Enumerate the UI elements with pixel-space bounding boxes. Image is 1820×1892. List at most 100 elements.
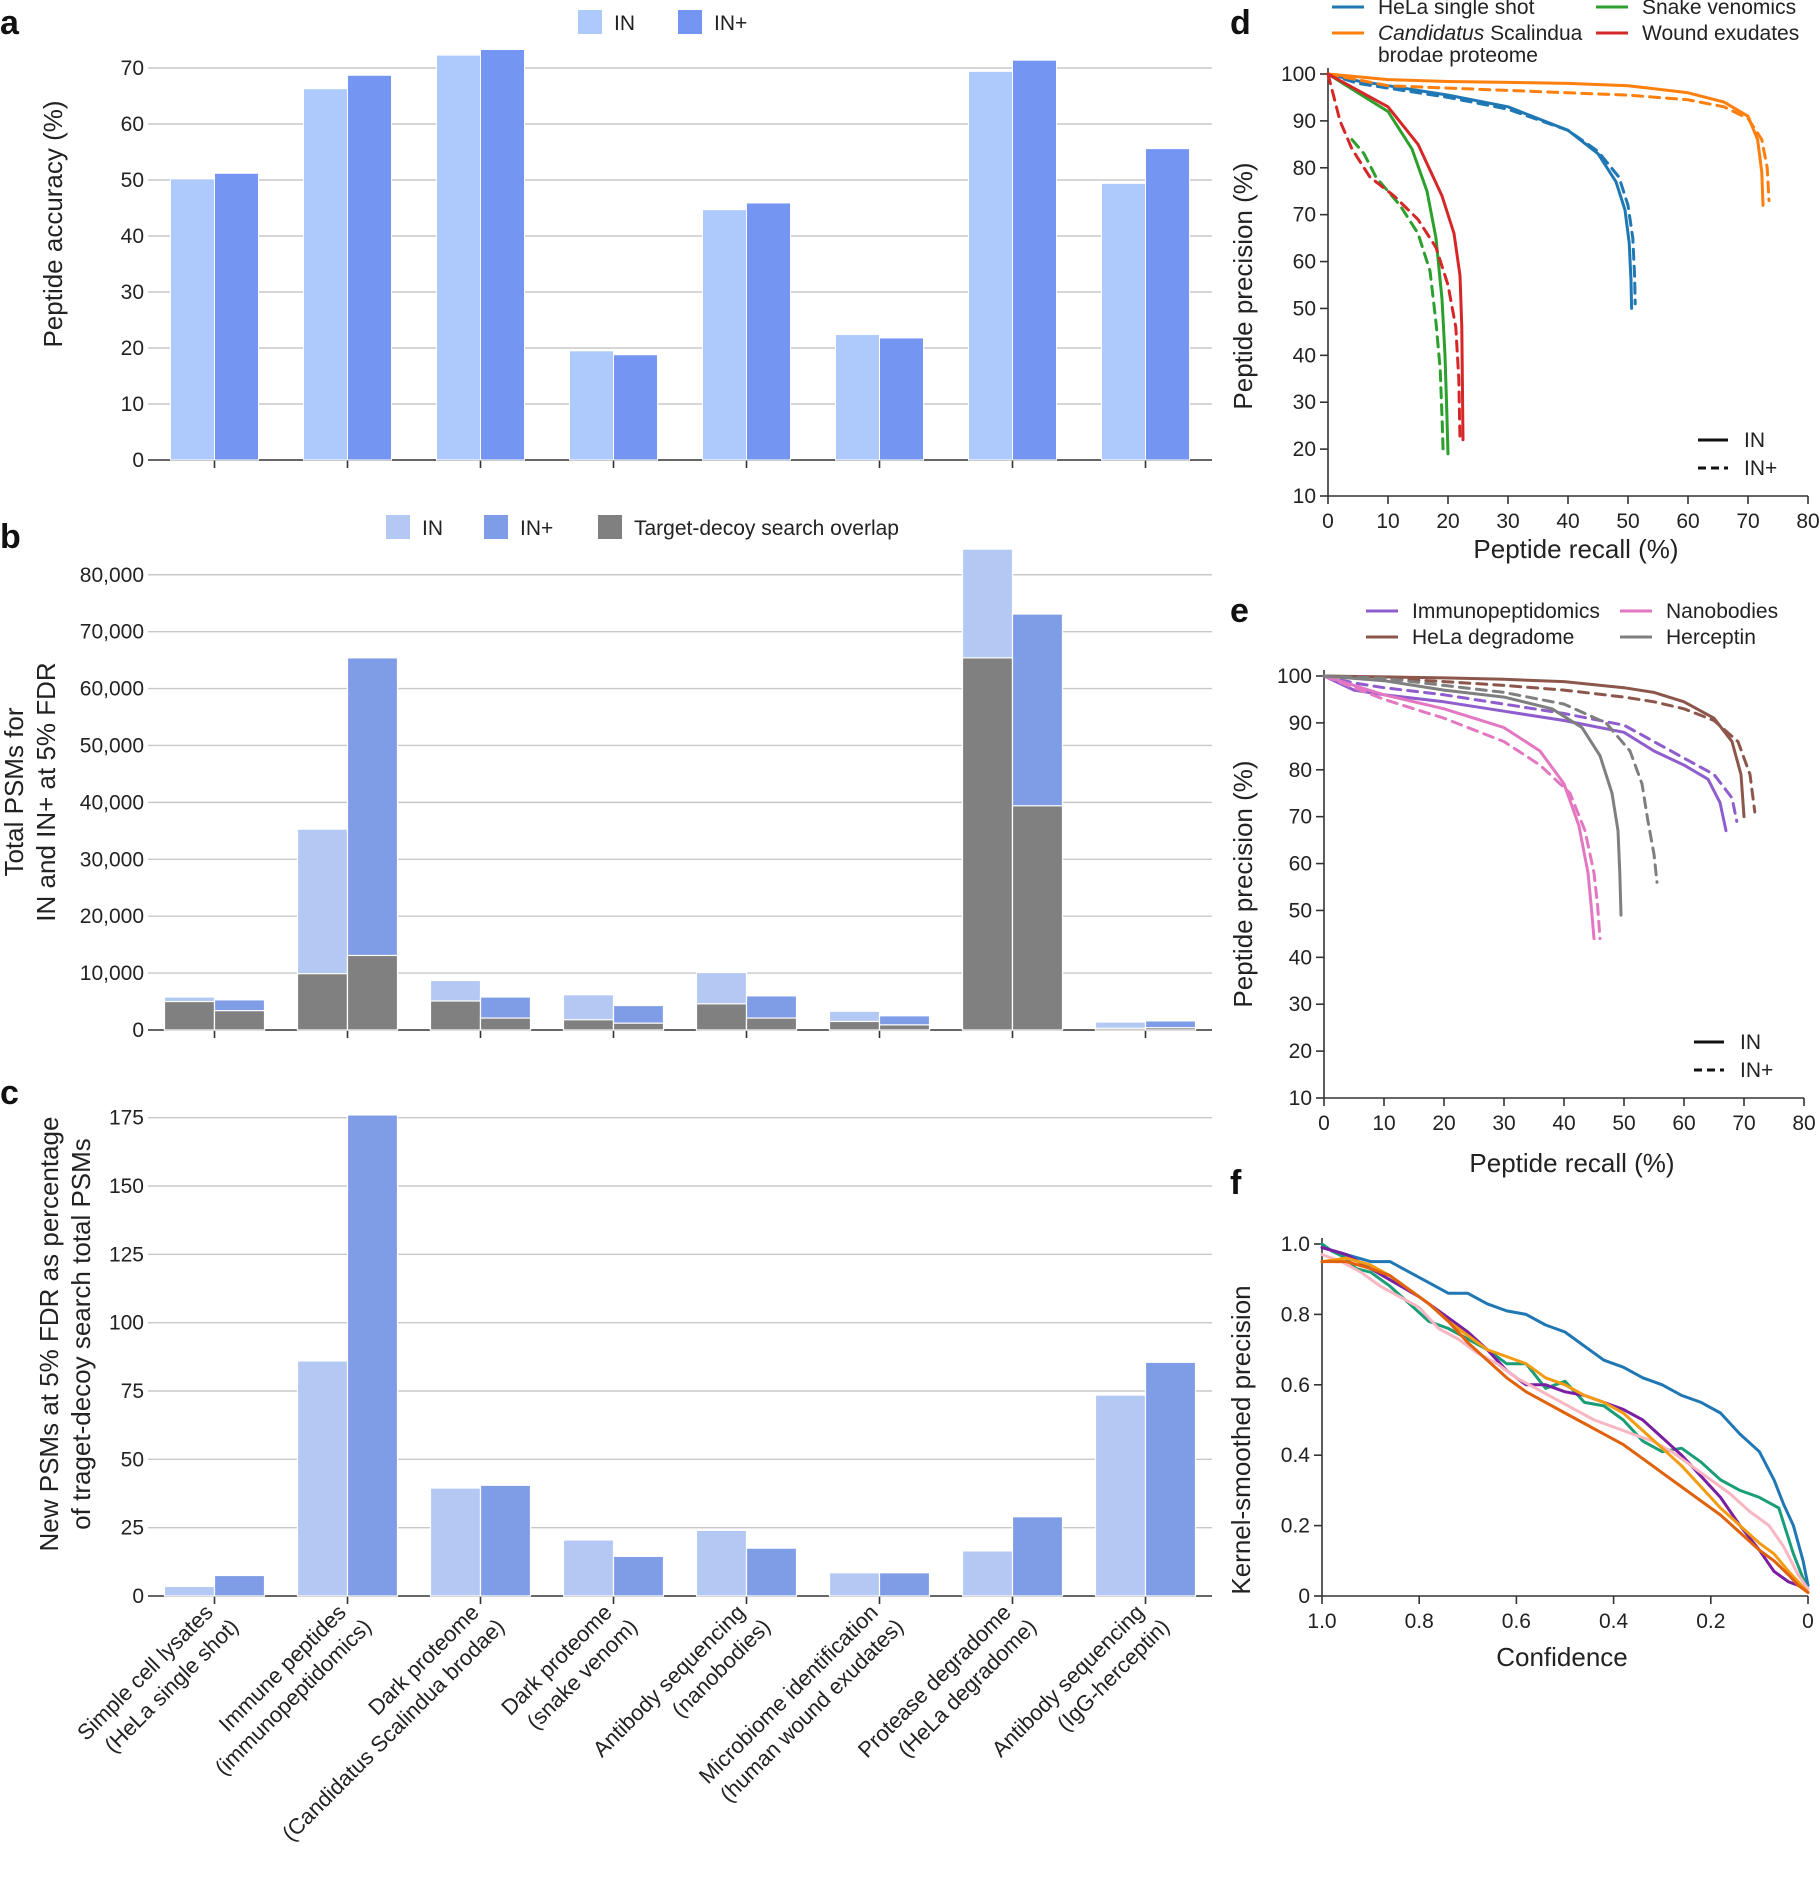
panel-label-e: e [1230, 592, 1249, 630]
category-label: Simple cell lysates(HeLa single shot) [72, 1600, 243, 1758]
d-legend-label: HeLa single shot [1378, 0, 1535, 19]
d-series-line [1326, 72, 1637, 306]
b-legend-label: IN [422, 517, 443, 540]
d-ytick-label: 10 [1293, 485, 1316, 508]
e-xtick-label: 10 [1372, 1112, 1395, 1135]
d-ytick-label: 90 [1293, 110, 1316, 133]
b-bar-overlap [961, 657, 1014, 1031]
e-ytick-label: 20 [1289, 1040, 1312, 1063]
d-xtick-label: 70 [1736, 510, 1759, 533]
d-xtick-label: 60 [1676, 510, 1699, 533]
panel-e-line-chart: e 0 10 20 30 40 50 60 70 80 10 20 30 40 50 60 70 80 90 100… [1228, 592, 1816, 1178]
d-ytick-label: 70 [1293, 204, 1316, 227]
c-bar-in [562, 1539, 615, 1597]
e-ytick-label: 50 [1289, 899, 1312, 922]
f-xtick-label: 0 [1802, 1610, 1814, 1633]
c-bar-inplus [612, 1555, 665, 1597]
d-style-legend-label: IN [1744, 429, 1765, 452]
e-xtick-label: 40 [1552, 1112, 1575, 1135]
panel-d-line-chart: d 0 10 20 30 40 50 60 70 80 10 20 30 40 50 60 70 80 90 100… [1228, 0, 1820, 564]
c-ytick-label: 25 [121, 1517, 144, 1540]
f-ytick-label: 0.2 [1281, 1515, 1310, 1538]
b-ytick-label: 40,000 [80, 791, 144, 814]
c-bar-in [828, 1572, 881, 1597]
a-bar-inplus [480, 49, 525, 461]
panel-a-bar-chart: a 0 10 20 30 40 50 60 70 IN IN+ Peptide accuracy… [0, 4, 1212, 472]
b-bar-overlap [878, 1024, 931, 1031]
d-ytick-label: 100 [1281, 63, 1316, 86]
a-bar-in [702, 209, 747, 461]
c-bar-in [961, 1550, 1014, 1597]
d-xtick-label: 40 [1556, 510, 1579, 533]
b-ytick-label: 10,000 [80, 962, 144, 985]
b-legend-label: Target-decoy search overlap [634, 517, 899, 540]
a-legend-label: IN [614, 12, 635, 35]
f-ytick-label: 1.0 [1281, 1233, 1310, 1256]
d-ytick-label: 40 [1293, 344, 1316, 367]
b-ytick-label: 50,000 [80, 734, 144, 757]
c-bar-inplus [1144, 1361, 1197, 1597]
panel-e-ylabel: Peptide precision (%) [1228, 760, 1258, 1007]
e-style-legend-label: IN+ [1740, 1059, 1773, 1082]
f-ytick-label: 0.8 [1281, 1303, 1310, 1326]
d-xtick-label: 80 [1796, 510, 1819, 533]
e-xtick-label: 60 [1672, 1112, 1695, 1135]
b-ytick-label: 80,000 [80, 564, 144, 587]
a-ytick-label: 20 [121, 337, 144, 360]
e-series-line [1322, 674, 1602, 941]
panel-f-xlabel: Confidence [1496, 1642, 1628, 1672]
category-label: Dark proteome(Candidatus Scalindua broda… [277, 1600, 509, 1846]
d-xtick-label: 0 [1322, 510, 1334, 533]
d-xtick-label: 20 [1436, 510, 1459, 533]
f-series-line [1320, 1253, 1810, 1591]
c-ytick-label: 125 [109, 1243, 144, 1266]
a-ytick-label: 30 [121, 281, 144, 304]
e-legend-label: Herceptin [1666, 626, 1756, 649]
panel-label-b: b [0, 518, 21, 556]
d-ytick-label: 60 [1293, 251, 1316, 274]
f-xtick-label: 0.6 [1502, 1610, 1531, 1633]
a-bar-inplus [347, 74, 392, 461]
b-bar-overlap [695, 1003, 748, 1031]
f-ytick-label: 0.6 [1281, 1374, 1310, 1397]
a-bar-inplus [1145, 148, 1190, 461]
e-ytick-label: 70 [1289, 806, 1312, 829]
c-bar-inplus [1011, 1516, 1064, 1597]
b-bar-overlap [1011, 805, 1064, 1031]
b-bar-overlap [479, 1017, 532, 1031]
e-series-line [1322, 674, 1757, 814]
e-xtick-label: 70 [1732, 1112, 1755, 1135]
panel-label-d: d [1230, 4, 1251, 42]
a-legend-label: IN+ [714, 12, 747, 35]
c-bar-inplus [878, 1572, 931, 1597]
a-ytick-label: 60 [121, 113, 144, 136]
c-bar-inplus [213, 1574, 266, 1597]
e-xtick-label: 30 [1492, 1112, 1515, 1135]
a-bar-inplus [1012, 59, 1057, 461]
c-bar-in [429, 1487, 482, 1597]
d-ytick-label: 20 [1293, 438, 1316, 461]
e-legend-label: Immunopeptidomics [1412, 600, 1600, 623]
b-bar-overlap [163, 1000, 216, 1031]
a-ytick-label: 50 [121, 169, 144, 192]
d-xtick-label: 50 [1616, 510, 1639, 533]
a-bar-inplus [613, 354, 658, 461]
c-ytick-label: 75 [121, 1380, 144, 1403]
f-ytick-label: 0.4 [1281, 1444, 1311, 1467]
f-xtick-label: 0.8 [1405, 1610, 1434, 1633]
panel-d-xlabel: Peptide recall (%) [1473, 534, 1678, 564]
a-ytick-label: 10 [121, 393, 144, 416]
b-legend-label: IN+ [520, 517, 553, 540]
c-bar-in [296, 1360, 349, 1597]
f-ytick-label: 0 [1298, 1585, 1310, 1608]
panel-f-line-chart: f 1.0 0.8 0.6 0.4 0.2 0 0 0.2 0.4 0.6 0.8 1.0 Confi… [1226, 1164, 1814, 1672]
b-bar-overlap [612, 1022, 665, 1031]
b-bar-overlap [745, 1017, 798, 1031]
panel-b-ylabel-line-2: IN and IN+ at 5% FDR [31, 662, 61, 921]
c-bar-in [1094, 1394, 1147, 1597]
e-legend-label: HeLa degradome [1412, 626, 1574, 649]
e-series-line [1322, 674, 1739, 823]
e-xtick-label: 0 [1318, 1112, 1330, 1135]
panel-label-a: a [0, 4, 20, 42]
a-bar-in [835, 334, 880, 461]
